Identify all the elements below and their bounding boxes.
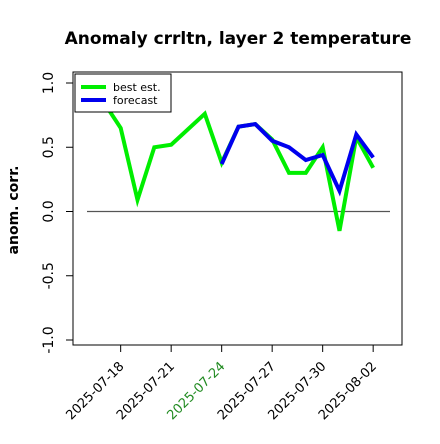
- y-axis: -1.0 -0.5 0.0 0.5 1.0: [41, 72, 73, 354]
- y-tick-label: 0.0: [41, 200, 57, 222]
- legend-label: best est.: [113, 81, 161, 94]
- y-tick-label: 1.0: [41, 72, 57, 94]
- legend-box: [74, 73, 172, 113]
- legend-label: forecast: [113, 94, 158, 107]
- series-line-forecast: [219, 121, 375, 197]
- y-tick-label: -1.0: [41, 326, 57, 353]
- x-axis: 2025-07-182025-07-212025-07-242025-07-27…: [63, 345, 380, 423]
- chart-title: Anomaly crrltn, layer 2 temperature: [65, 29, 412, 49]
- y-axis-label: anom. corr.: [6, 166, 22, 255]
- y-tick-label: -0.5: [41, 262, 57, 289]
- legend: best est.forecast: [74, 73, 172, 113]
- plot-area-frame: [72, 71, 403, 346]
- series-layer: [102, 101, 375, 232]
- y-tick-label: 0.5: [41, 136, 57, 158]
